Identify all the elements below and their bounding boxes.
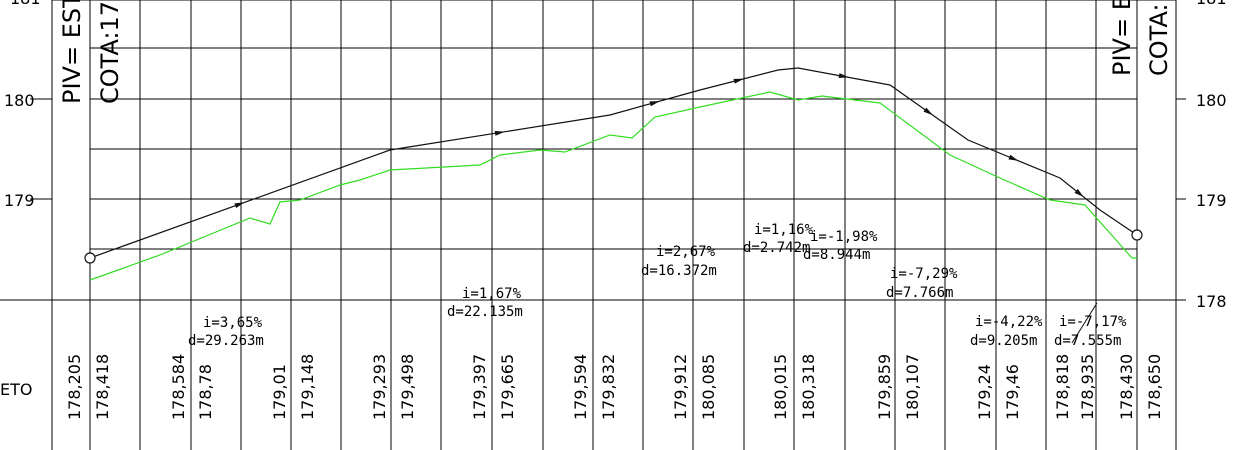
- terrain-elevation-value: 179,832: [599, 354, 618, 420]
- grade-annotations: i=3,65% d=29.263m i=1,67% d=22.135m i=2,…: [188, 222, 1127, 349]
- piv-start-cota: COTA:17: [96, 1, 124, 104]
- grade-1-d: d=29.263m: [188, 333, 264, 349]
- terrain-elevation-value: 178,430: [1117, 354, 1136, 420]
- grade-arrow: [1008, 154, 1019, 161]
- grade-3-i: i=2,67%: [656, 244, 716, 260]
- grade-arrow: [733, 78, 744, 84]
- terrain-elevation-value: 180,015: [771, 354, 790, 420]
- terrain-elevation-value: 179,498: [398, 354, 417, 420]
- terrain-elevation-value: 179,859: [875, 354, 894, 420]
- left-tick-179: 179: [4, 191, 35, 210]
- terrain-elevation-value: 178,650: [1145, 354, 1164, 420]
- terrain-elevation-value: 178,584: [169, 354, 188, 420]
- grade-6-i: i=-7,29%: [890, 266, 958, 282]
- row-label: ETO: [0, 380, 32, 399]
- grade-7-d: d=9.205m: [970, 333, 1037, 349]
- terrain-elevation-value: 179,46: [1003, 364, 1022, 420]
- terrain-elevation-value: 179,293: [370, 354, 389, 420]
- piv-start-marker: [84, 252, 96, 264]
- grade-2-d: d=22.135m: [447, 304, 523, 320]
- grade-arrow: [234, 202, 245, 209]
- terrain-elevation-value: 180,107: [903, 354, 922, 420]
- terrain-elevation-value: 180,085: [699, 354, 718, 420]
- grade-arrow: [1074, 188, 1084, 198]
- terrain-elevation-value: 179,01: [270, 364, 289, 420]
- grade-arrow: [494, 130, 505, 136]
- grade-4-d: d=2.742m: [743, 240, 810, 256]
- grade-6-d: d=7.766m: [886, 285, 953, 301]
- terrain-elevation-value: 178,818: [1053, 354, 1072, 420]
- grade-arrow: [838, 73, 849, 79]
- terrain-elevation-values: 178,205 178,418 178,584 178,78 179,01 179,148…: [65, 354, 1164, 420]
- left-axis: 181 180 179: [4, 0, 41, 210]
- terrain-elevation-value: 178,418: [93, 354, 112, 420]
- left-tick-181: 181: [10, 0, 41, 8]
- terrain-elevation-value: 179,912: [671, 354, 690, 420]
- grade-7-i: i=-4,22%: [975, 314, 1043, 330]
- terrain-elevation-value: 179,397: [470, 354, 489, 420]
- terrain-elevation-value: 179,665: [498, 354, 517, 420]
- terrain-elevation-value: 178,205: [65, 354, 84, 420]
- grade-8-d: d=7.555m: [1054, 333, 1121, 349]
- terrain-elevation-value: 178,78: [196, 364, 215, 420]
- piv-end-cota: COTA:: [1145, 3, 1173, 76]
- terrain-elevation-value: 179,594: [571, 354, 590, 420]
- piv-end-name: PIV= E: [1108, 0, 1136, 76]
- grade-3-d: d=16.372m: [641, 263, 717, 279]
- profile-grid: [0, 0, 1186, 450]
- grade-line: [89, 67, 1138, 259]
- grade-arrow: [923, 107, 934, 116]
- terrain-elevation-value: 179,24: [975, 364, 994, 420]
- grade-direction-arrows: [234, 73, 1084, 209]
- grade-5-d: d=8.944m: [803, 247, 870, 263]
- terrain-elevation-value: 179,148: [298, 354, 317, 420]
- piv-end-marker: [1131, 229, 1143, 241]
- right-tick-178: 178: [1196, 292, 1227, 311]
- piv-start-name: PIV= EST: [58, 0, 86, 104]
- grade-4-i: i=1,16%: [754, 222, 814, 238]
- piv-label-end: PIV= E COTA:: [1108, 0, 1173, 76]
- grade-5-i: i=-1,98%: [810, 229, 878, 245]
- right-tick-181: 181: [1196, 0, 1227, 8]
- left-tick-180: 180: [4, 91, 35, 110]
- leader-line: [1071, 302, 1098, 344]
- terrain-elevation-value: 178,935: [1078, 354, 1097, 420]
- right-tick-179: 179: [1196, 191, 1227, 210]
- right-tick-180: 180: [1196, 91, 1227, 110]
- grade-8-i: i=-7,17%: [1059, 314, 1127, 330]
- right-axis: 181 180 179 178: [1196, 0, 1227, 311]
- grade-2-i: i=1,67%: [462, 286, 522, 302]
- grade-arrow: [649, 101, 660, 107]
- piv-label-start: PIV= EST COTA:17: [58, 0, 124, 104]
- terrain-line: [89, 91, 1137, 281]
- grade-1-i: i=3,65%: [203, 315, 263, 331]
- terrain-elevation-value: 180,318: [799, 354, 818, 420]
